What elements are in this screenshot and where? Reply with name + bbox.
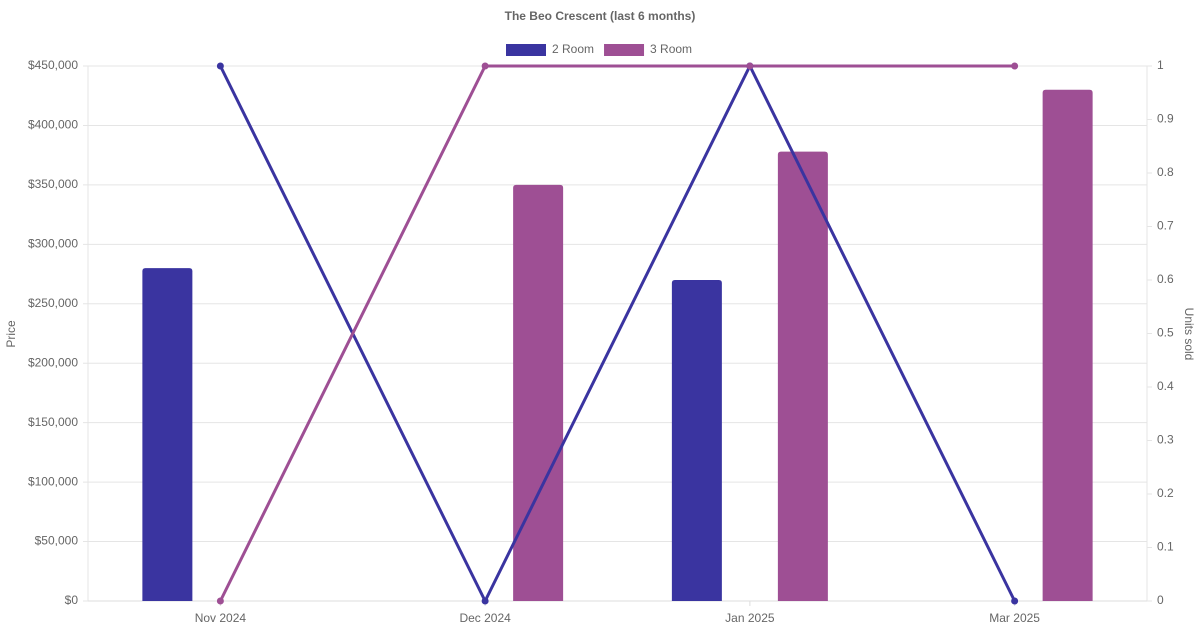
legend-label: 3 Room xyxy=(650,42,692,56)
bar xyxy=(513,184,564,601)
y-tick-label: $450,000 xyxy=(28,58,78,72)
line xyxy=(219,64,1015,602)
point xyxy=(481,597,489,605)
bar xyxy=(1042,89,1093,602)
x-tick-label: Nov 2024 xyxy=(195,611,247,625)
y2-tick-label: 0.9 xyxy=(1157,112,1174,126)
y-tick-label: $200,000 xyxy=(28,355,78,369)
x-tick-label: Jan 2025 xyxy=(725,611,775,625)
y2-tick-label: 0.7 xyxy=(1157,219,1174,233)
y2-tick-label: 0.6 xyxy=(1157,272,1174,286)
bar xyxy=(142,268,193,601)
y-tick-label: $150,000 xyxy=(28,415,78,429)
y2-tick-label: 0.3 xyxy=(1157,433,1174,447)
y2-tick-label: 0.2 xyxy=(1157,486,1174,500)
y-tick-label: $400,000 xyxy=(28,118,78,132)
point xyxy=(216,62,224,70)
y2-axis-title: Units sold xyxy=(1182,308,1196,361)
bar xyxy=(777,151,828,601)
y-tick-label: $50,000 xyxy=(35,534,79,548)
legend-swatch xyxy=(506,44,546,56)
point xyxy=(746,62,754,70)
y2-tick-label: 0.5 xyxy=(1157,326,1174,340)
y2-tick-label: 0 xyxy=(1157,593,1164,607)
line xyxy=(219,62,1016,605)
legend-swatch xyxy=(604,44,645,56)
y2-tick-label: 0.4 xyxy=(1157,379,1174,393)
y-tick-label: $100,000 xyxy=(28,474,78,488)
legend-label: 2 Room xyxy=(552,42,594,56)
y-axis-title: Price xyxy=(4,320,18,348)
y2-tick-label: 0.8 xyxy=(1157,165,1174,179)
y2-tick-label: 1 xyxy=(1157,58,1164,72)
y-tick-label: $350,000 xyxy=(28,177,78,191)
y2-tick-label: 0.1 xyxy=(1157,540,1174,554)
point xyxy=(481,62,489,70)
point xyxy=(1011,597,1019,605)
y-tick-label: $250,000 xyxy=(28,296,78,310)
point xyxy=(1011,62,1019,70)
point xyxy=(216,597,224,605)
y-tick-label: $300,000 xyxy=(28,237,78,251)
bar xyxy=(671,280,722,601)
x-tick-label: Dec 2024 xyxy=(459,611,511,625)
x-tick-label: Mar 2025 xyxy=(989,611,1040,625)
y-tick-label: $0 xyxy=(65,593,79,607)
chart-title: The Beo Crescent (last 6 months) xyxy=(505,9,696,23)
